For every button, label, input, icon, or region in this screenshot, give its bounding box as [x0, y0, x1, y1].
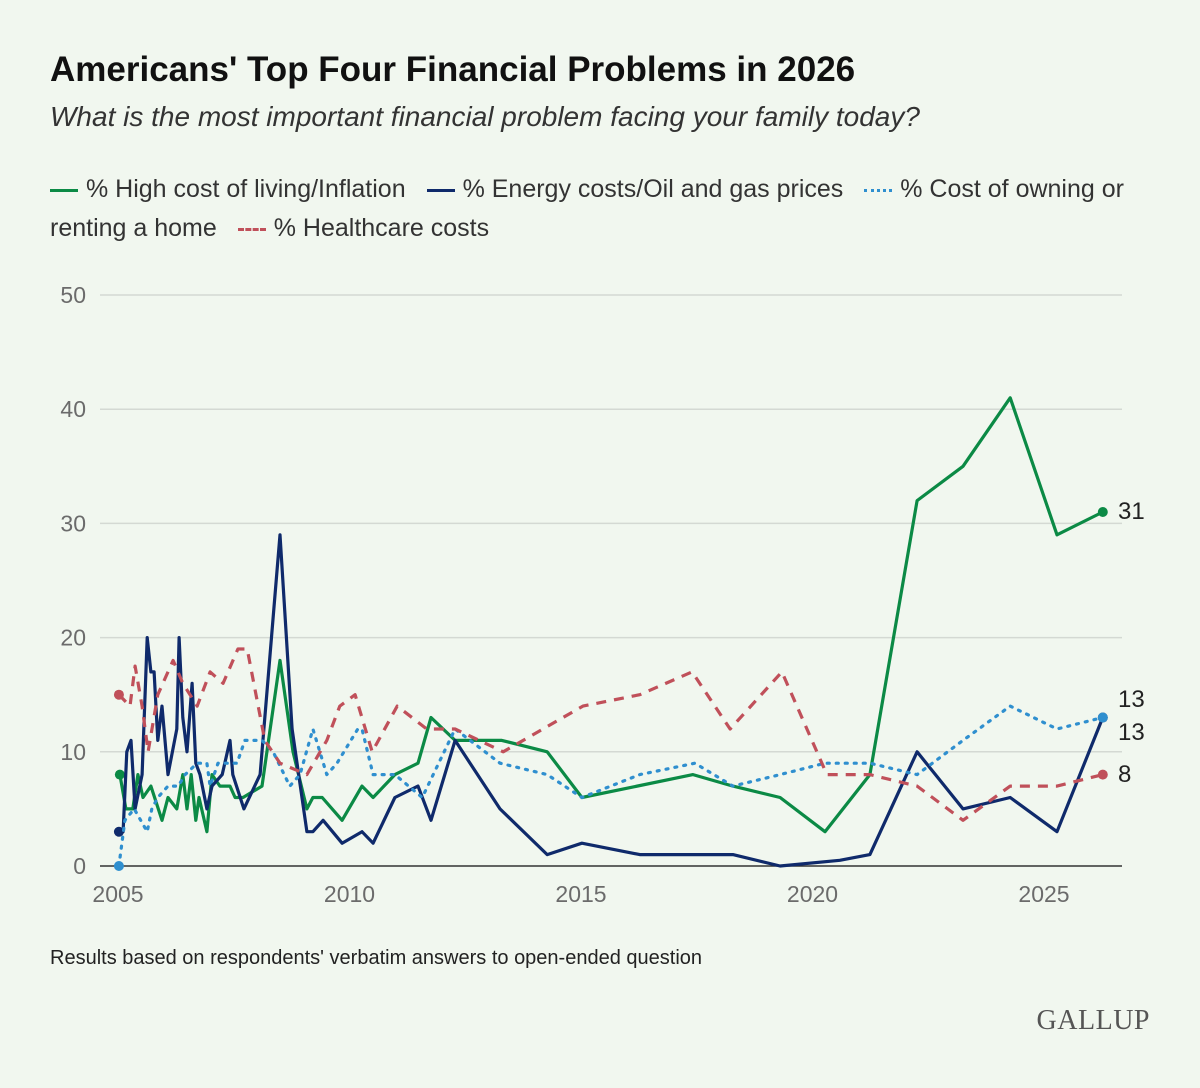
series-end-point — [1097, 712, 1108, 723]
legend-item-inflation: % High cost of living/Inflation — [50, 175, 406, 203]
x-tick-label: 2010 — [324, 881, 375, 907]
end-value-label: 31 — [1118, 498, 1145, 525]
y-tick-label: 0 — [73, 853, 86, 879]
x-tick-label: 2005 — [92, 881, 143, 907]
chart-title: Americans' Top Four Financial Problems i… — [50, 50, 856, 89]
end-value-label: 8 — [1118, 761, 1131, 788]
gallup-logo: GALLUP — [1036, 1005, 1150, 1036]
series-line-1 — [118, 533, 1105, 868]
y-tick-label: 40 — [60, 396, 86, 422]
legend-swatch — [237, 227, 266, 231]
legend-label: % Cost of owning or renting a home — [50, 175, 1124, 242]
series-end-point — [1097, 769, 1108, 780]
y-tick-label: 50 — [60, 282, 86, 308]
legend-label: % Energy costs/Oil and gas prices — [462, 175, 844, 203]
y-tick-label: 10 — [60, 739, 86, 765]
x-tick-label: 2020 — [787, 881, 838, 907]
legend-item-housing: % Cost of owning or renting a home — [50, 175, 1124, 242]
end-value-label: 13 — [1118, 686, 1145, 713]
legend-label: % Healthcare costs — [273, 214, 490, 242]
series-start-point — [113, 689, 124, 700]
x-tick-label: 2015 — [555, 881, 606, 907]
footnote: Results based on respondents' verbatim a… — [50, 947, 703, 969]
series-start-point — [114, 769, 125, 780]
legend-swatch — [50, 188, 78, 192]
series-start-point — [113, 826, 124, 837]
legend-label: % High cost of living/Inflation — [86, 175, 406, 203]
legend-item-healthcare: % Healthcare costs — [237, 214, 490, 242]
legend-swatch — [864, 188, 893, 192]
series-start-point — [113, 861, 124, 871]
legend-item-energy: % Energy costs/Oil and gas prices — [426, 175, 844, 203]
end-value-label: 13 — [1118, 719, 1145, 746]
legend-swatch — [426, 188, 455, 192]
y-tick-label: 30 — [60, 510, 86, 536]
x-tick-label: 2025 — [1018, 881, 1069, 907]
series-line-3 — [117, 647, 1104, 822]
series-end-point — [1097, 506, 1108, 517]
series-line-2 — [117, 704, 1105, 868]
y-tick-label: 20 — [60, 625, 86, 651]
chart-subtitle: What is the most important financial pro… — [50, 101, 920, 132]
series-line-0 — [118, 396, 1104, 834]
legend: % High cost of living/Inflation % Energy… — [50, 170, 1150, 248]
